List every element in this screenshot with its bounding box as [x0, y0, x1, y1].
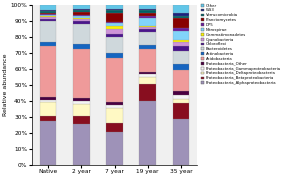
Bar [40, 99, 57, 102]
Bar [106, 123, 123, 132]
Bar [173, 103, 189, 119]
Bar [173, 18, 189, 28]
Bar [106, 22, 123, 23]
Bar [106, 53, 123, 58]
Bar [173, 70, 189, 91]
Bar [106, 58, 123, 102]
Bar [173, 31, 189, 40]
Bar [139, 76, 156, 84]
Bar [139, 5, 156, 9]
Bar [40, 102, 57, 116]
Bar [173, 95, 189, 99]
Bar [40, 10, 57, 11]
Bar [106, 10, 123, 13]
Bar [73, 116, 90, 124]
Bar [73, 104, 90, 116]
Bar [40, 42, 57, 46]
Bar [73, 44, 90, 49]
Bar [106, 108, 123, 123]
Bar [106, 29, 123, 35]
Bar [40, 5, 57, 10]
Bar [106, 23, 123, 26]
Bar [73, 101, 90, 104]
Bar [73, 10, 90, 12]
Bar [173, 28, 189, 31]
Bar [40, 14, 57, 15]
Bar [173, 16, 189, 18]
Bar [73, 12, 90, 15]
Y-axis label: Relative abundance: Relative abundance [3, 54, 8, 116]
Bar [139, 74, 156, 76]
Bar [73, 15, 90, 16]
Bar [40, 121, 57, 165]
Bar [106, 105, 123, 108]
Bar [40, 17, 57, 19]
Bar [139, 10, 156, 13]
Bar [139, 84, 156, 101]
Bar [139, 27, 156, 30]
Bar [40, 13, 57, 14]
Bar [106, 35, 123, 37]
Bar [106, 102, 123, 105]
Bar [173, 13, 189, 16]
Bar [73, 24, 90, 44]
Bar [106, 26, 123, 29]
Bar [106, 9, 123, 10]
Bar [139, 101, 156, 165]
Bar [139, 32, 156, 45]
Bar [173, 5, 189, 13]
Bar [106, 37, 123, 53]
Bar [40, 97, 57, 99]
Bar [139, 18, 156, 25]
Bar [73, 21, 90, 24]
Bar [40, 11, 57, 13]
Bar [139, 72, 156, 74]
Bar [173, 46, 189, 51]
Bar [106, 5, 123, 9]
Bar [173, 51, 189, 64]
Bar [139, 9, 156, 10]
Bar [173, 99, 189, 103]
Bar [40, 21, 57, 42]
Bar [139, 25, 156, 27]
Bar [173, 119, 189, 165]
Bar [40, 15, 57, 16]
Bar [173, 91, 189, 95]
Bar [73, 5, 90, 9]
Bar [40, 46, 57, 97]
Bar [73, 18, 90, 19]
Bar [106, 132, 123, 165]
Bar [139, 49, 156, 72]
Bar [173, 42, 189, 46]
Bar [139, 30, 156, 32]
Bar [40, 19, 57, 21]
Bar [139, 16, 156, 18]
Legend: Other, WS3, Verrucomicrobia, Planctomycetes, DP5, Nitrospirae, Gemmatimonadetes,: Other, WS3, Verrucomicrobia, Planctomyce… [201, 4, 281, 85]
Bar [40, 116, 57, 121]
Bar [73, 19, 90, 21]
Bar [73, 49, 90, 98]
Bar [40, 16, 57, 17]
Bar [73, 124, 90, 165]
Bar [73, 16, 90, 18]
Bar [139, 45, 156, 49]
Bar [139, 13, 156, 16]
Bar [106, 13, 123, 22]
Bar [173, 64, 189, 70]
Bar [173, 40, 189, 42]
Bar [73, 9, 90, 10]
Bar [73, 98, 90, 101]
